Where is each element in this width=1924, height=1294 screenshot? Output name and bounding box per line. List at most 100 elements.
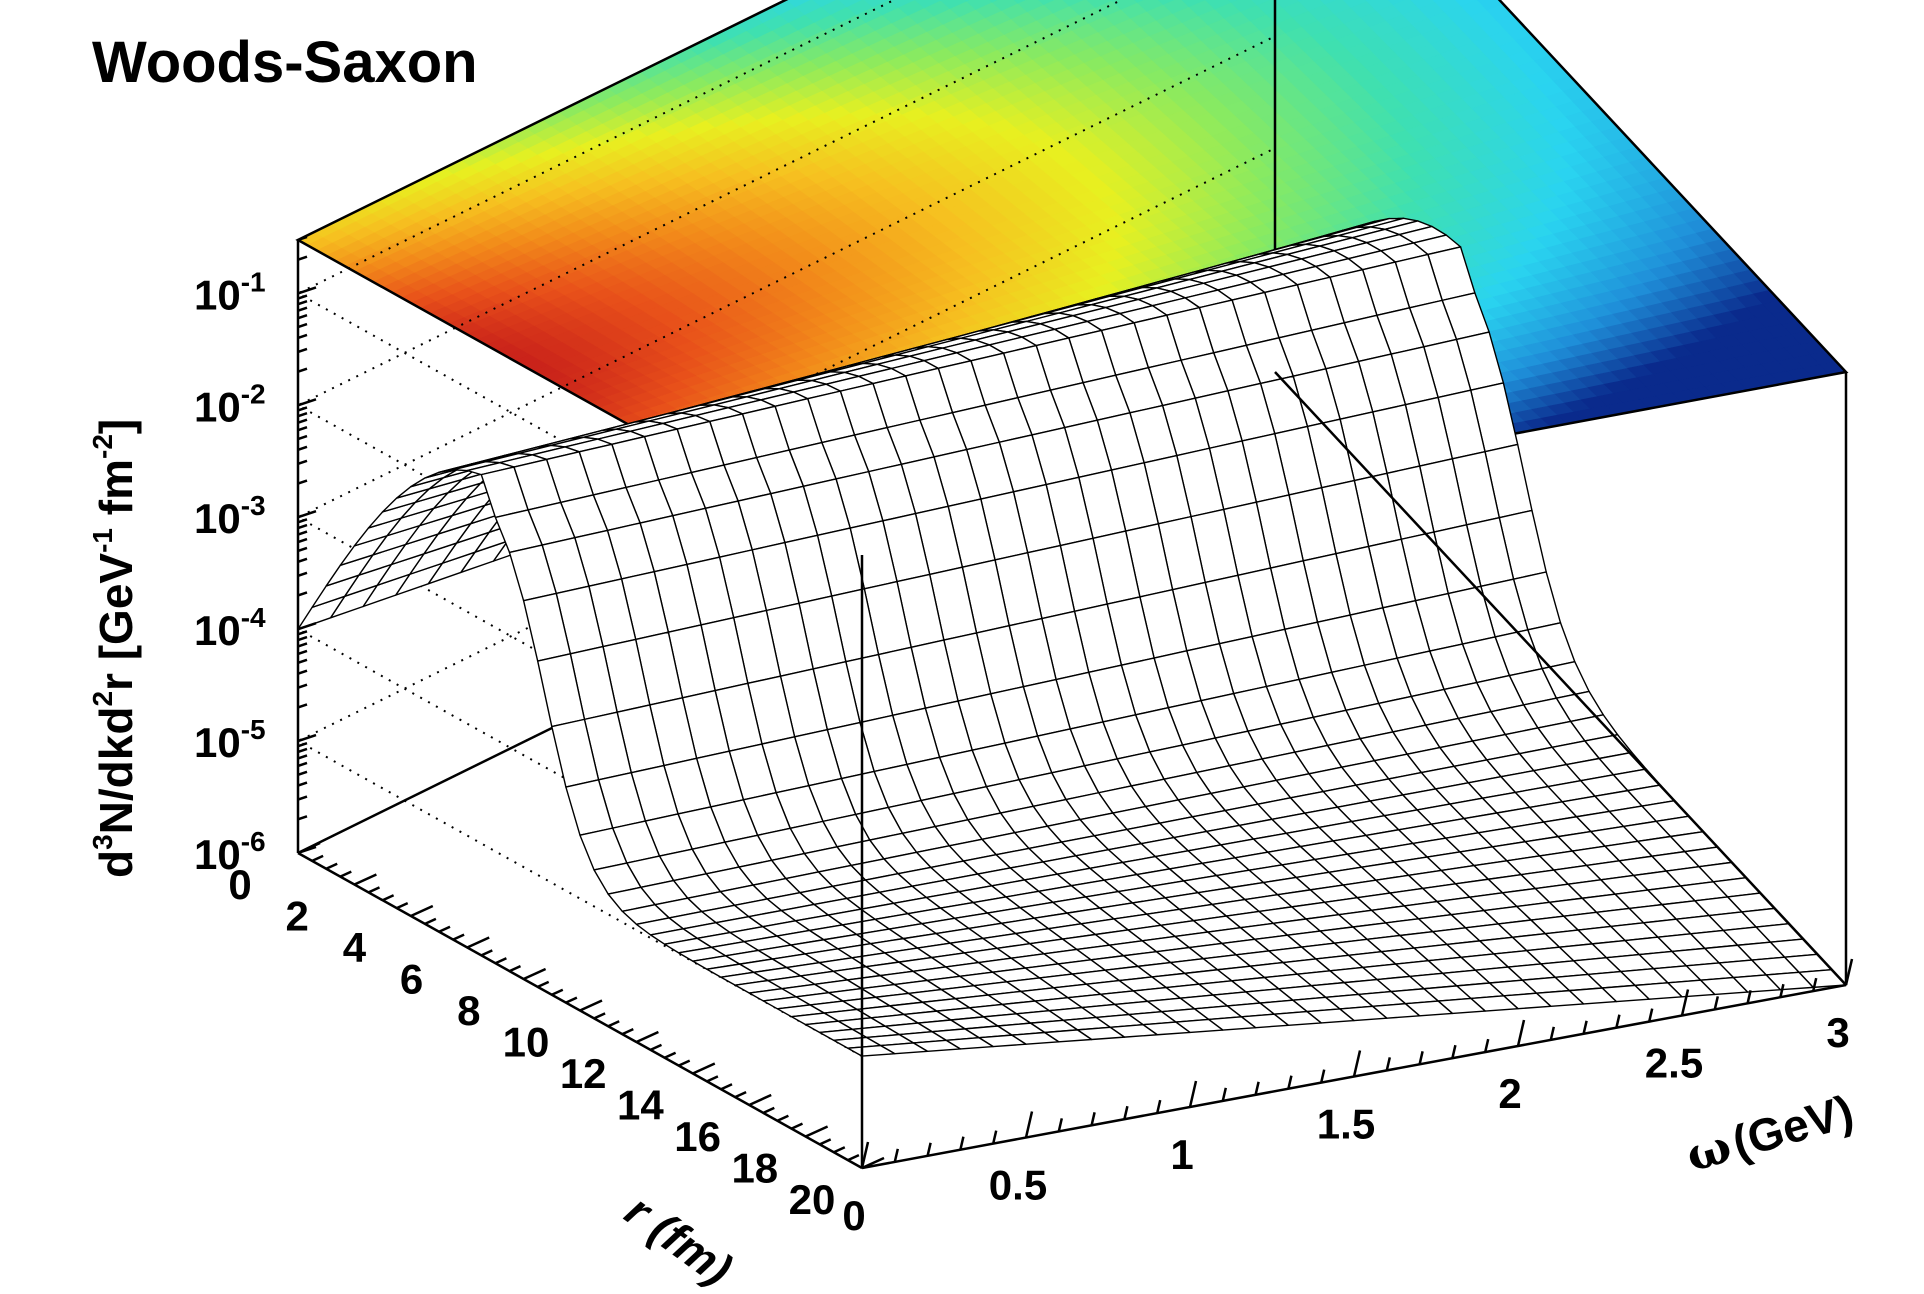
z-title-sup-3: -1: [87, 528, 118, 553]
x-minor-tick: [1221, 1087, 1228, 1102]
x-tick-label: 1: [1170, 1131, 1193, 1178]
y-minor-tick: [593, 1012, 606, 1020]
z-tick-base: 10: [194, 271, 241, 318]
svg-text:d3N/dkd2r [GeV-1 fm-2]: d3N/dkd2r [GeV-1 fm-2]: [87, 419, 142, 878]
y-major-tick: [692, 1062, 716, 1075]
z-minor-tick: [297, 459, 308, 466]
z-tick-label: 10-3: [194, 490, 266, 542]
y-axis-title: r (fm): [616, 1184, 742, 1294]
z-tick-base: 10: [194, 607, 241, 654]
z-minor-tick: [297, 642, 308, 648]
x-major-tick: [1188, 1080, 1198, 1108]
y-minor-tick: [325, 862, 338, 870]
z-minor-tick: [297, 537, 308, 544]
z-minor-tick: [297, 530, 308, 536]
x-tick-label: 2.5: [1645, 1040, 1703, 1087]
x-axis-title: ω (GeV): [1680, 1085, 1859, 1183]
y-tick-label: 20: [789, 1176, 836, 1223]
x-minor-tick: [1155, 1099, 1162, 1114]
z-minor-tick: [297, 523, 308, 530]
x-minor-tick: [1418, 1051, 1424, 1065]
z-minor-tick: [297, 306, 308, 312]
x-minor-tick: [1287, 1075, 1293, 1089]
y-major-tick: [579, 999, 603, 1012]
y-minor-tick: [678, 1059, 691, 1067]
z-axis-tick-labels: 10-610-510-410-310-210-1: [194, 266, 266, 878]
x-minor-tick: [1385, 1057, 1392, 1071]
y-tick-label: 18: [731, 1145, 778, 1192]
y-minor-tick: [565, 996, 578, 1004]
y-major-tick: [466, 936, 490, 949]
y-tick-label: 4: [343, 924, 367, 971]
y-tick-label: 2: [286, 893, 309, 940]
z-minor-tick: [297, 518, 308, 524]
z-minor-tick: [297, 294, 308, 300]
y-major-tick: [410, 904, 434, 918]
y-tick-label: 6: [400, 956, 423, 1003]
z-minor-tick: [297, 445, 308, 452]
x-minor-tick: [1713, 996, 1720, 1010]
z-axis-title: d3N/dkd2r [GeV-1 fm-2]: [87, 419, 142, 878]
z-tick-base: 10: [194, 495, 241, 542]
y-tick-label: 16: [674, 1113, 721, 1160]
z-minor-tick: [297, 815, 308, 821]
z-minor-tick: [297, 406, 308, 412]
z-title-part-3: r [GeV: [90, 553, 142, 691]
z-minor-tick: [297, 367, 308, 373]
z-tick-base: 10: [194, 719, 241, 766]
x-tick-label: 3: [1826, 1009, 1849, 1056]
z-minor-tick: [297, 635, 308, 642]
x-minor-tick: [991, 1130, 998, 1144]
z-title-sup-1: 3: [87, 834, 118, 850]
z-minor-tick: [297, 546, 308, 553]
z-minor-tick: [297, 747, 308, 754]
x-major-tick: [1516, 1019, 1526, 1047]
z-minor-tick: [297, 411, 308, 418]
z-title-sup-2: 2: [87, 691, 118, 707]
y-major-tick: [353, 873, 377, 886]
x-minor-tick: [1615, 1014, 1621, 1028]
y-minor-tick: [833, 1146, 846, 1154]
y-tick-label: 8: [457, 987, 480, 1034]
y-minor-tick: [382, 894, 395, 902]
z-tick-exp: -6: [241, 826, 266, 857]
z-minor-tick: [297, 418, 308, 424]
z-title-sup-4: -2: [87, 434, 118, 459]
z-major-tick: [297, 286, 317, 295]
z-minor-tick: [297, 742, 308, 748]
z-minor-tick: [297, 649, 308, 656]
y-minor-tick: [621, 1027, 634, 1036]
y-minor-tick: [494, 957, 507, 965]
x-minor-tick: [1254, 1081, 1260, 1096]
z-major-tick: [297, 398, 317, 407]
y-major-tick: [297, 841, 321, 855]
y-major-tick: [748, 1093, 772, 1107]
z-minor-tick: [297, 658, 308, 665]
z-minor-tick: [297, 314, 308, 320]
z-tick-exp: -4: [241, 602, 266, 633]
z-tick-exp: -2: [241, 378, 266, 409]
z-major-tick: [297, 510, 317, 519]
y-minor-tick: [480, 949, 493, 957]
z-minor-tick: [297, 761, 308, 768]
x-minor-tick: [1090, 1112, 1096, 1126]
z-tick-label: 10-2: [194, 378, 266, 430]
z-minor-tick: [297, 669, 308, 675]
z-minor-tick: [297, 347, 308, 354]
x-minor-tick: [1647, 1008, 1654, 1022]
z-minor-tick: [297, 571, 308, 577]
y-minor-tick: [776, 1114, 789, 1122]
y-minor-tick: [551, 988, 564, 996]
y-minor-tick: [452, 933, 465, 941]
y-minor-tick: [720, 1083, 733, 1091]
z-minor-tick: [297, 630, 308, 636]
y-major-tick: [635, 1030, 659, 1044]
y-minor-tick: [819, 1138, 832, 1146]
z-tick-label: 10-5: [194, 714, 266, 766]
x-minor-tick: [926, 1142, 932, 1157]
y-minor-tick: [508, 964, 522, 973]
x-major-tick: [1024, 1111, 1034, 1138]
z-title-part-4: fm: [90, 459, 142, 528]
z-minor-tick: [297, 479, 308, 485]
x-minor-tick: [1123, 1105, 1129, 1120]
